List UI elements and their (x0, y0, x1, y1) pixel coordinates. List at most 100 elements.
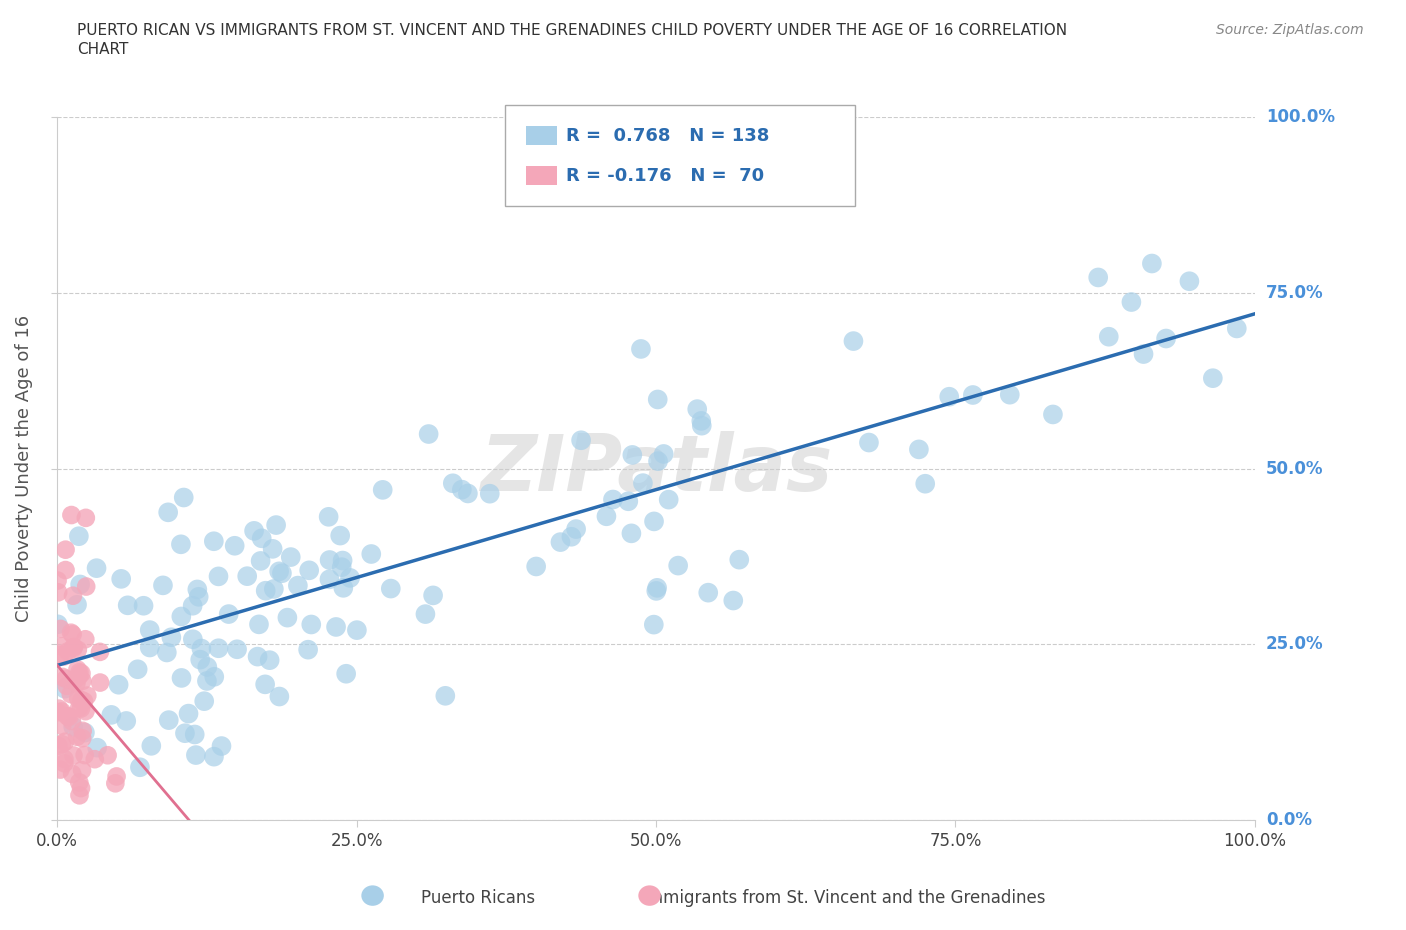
Point (318, 552, 340, 567)
Point (174, 725, 197, 740)
Point (418, 427, 440, 442)
Text: 75.0%: 75.0% (1265, 284, 1323, 301)
Point (69, 788, 91, 803)
Point (207, 641, 229, 656)
Point (202, 670, 225, 684)
Point (60, 713, 83, 728)
Point (65, 676, 87, 691)
Point (70, 701, 93, 716)
Point (858, 435, 880, 450)
Text: R =  0.768   N = 138: R = 0.768 N = 138 (565, 126, 769, 144)
Point (478, 486, 501, 501)
Point (156, 645, 179, 660)
Point (177, 706, 200, 721)
Point (52, 670, 75, 684)
Point (53, 751, 76, 766)
Point (181, 598, 204, 613)
Point (276, 610, 298, 625)
Point (645, 580, 668, 595)
Point (690, 414, 713, 429)
Point (249, 553, 271, 568)
Point (415, 606, 437, 621)
Point (666, 558, 689, 573)
Point (75, 836, 97, 851)
Point (170, 537, 193, 551)
Point (346, 623, 368, 638)
Point (183, 727, 205, 742)
Point (218, 606, 240, 621)
Point (645, 583, 668, 598)
Point (46, 705, 69, 720)
Point (66, 729, 89, 744)
Point (226, 642, 249, 657)
Point (70, 693, 93, 708)
Point (56, 644, 79, 658)
Point (73, 725, 96, 740)
Point (49, 762, 72, 777)
Point (181, 631, 204, 646)
Point (53, 682, 76, 697)
Point (60, 625, 83, 640)
Point (170, 609, 193, 624)
Point (46, 585, 69, 600)
Point (69, 577, 91, 591)
Point (62, 748, 84, 763)
Point (380, 581, 402, 596)
Point (264, 518, 287, 533)
Point (188, 652, 211, 667)
Point (117, 598, 139, 613)
Point (224, 538, 246, 553)
Point (52, 649, 75, 664)
Point (76, 688, 98, 703)
Point (457, 486, 479, 501)
Point (422, 588, 444, 603)
Point (297, 643, 319, 658)
Point (647, 392, 669, 407)
Point (97, 748, 120, 763)
Point (62, 640, 84, 655)
Point (434, 688, 457, 703)
Point (441, 476, 464, 491)
Point (69, 665, 91, 680)
Point (58, 710, 80, 724)
Point (157, 505, 180, 520)
Text: ZIPatlas: ZIPatlas (479, 431, 832, 507)
Point (66, 643, 89, 658)
Point (67, 691, 90, 706)
Point (110, 571, 132, 586)
Point (246, 649, 269, 664)
Point (55, 671, 77, 686)
Point (269, 689, 291, 704)
Text: PUERTO RICAN VS IMMIGRANTS FROM ST. VINCENT AND THE GRENADINES CHILD POVERTY UND: PUERTO RICAN VS IMMIGRANTS FROM ST. VINC… (77, 23, 1067, 38)
Point (1154, 331, 1177, 346)
Point (298, 563, 321, 578)
Point (259, 653, 281, 668)
Point (51, 719, 73, 734)
Point (49, 621, 72, 636)
Point (70, 763, 93, 777)
Point (1178, 273, 1201, 288)
Point (59, 686, 82, 701)
Point (62, 627, 84, 642)
Point (72, 724, 94, 738)
Point (195, 659, 218, 674)
Point (51, 704, 73, 719)
Point (63, 673, 86, 688)
Point (51, 639, 73, 654)
Point (1121, 295, 1143, 310)
Point (89, 644, 111, 659)
Point (107, 677, 129, 692)
Point (83, 751, 105, 766)
Point (962, 388, 984, 403)
Point (998, 387, 1021, 402)
Point (157, 712, 180, 727)
Point (60, 508, 83, 523)
Point (62, 640, 84, 655)
Point (914, 476, 936, 491)
Point (141, 738, 163, 753)
Point (105, 769, 128, 784)
Point (550, 535, 572, 550)
Point (56, 709, 79, 724)
Point (48, 738, 70, 753)
Point (318, 510, 340, 525)
